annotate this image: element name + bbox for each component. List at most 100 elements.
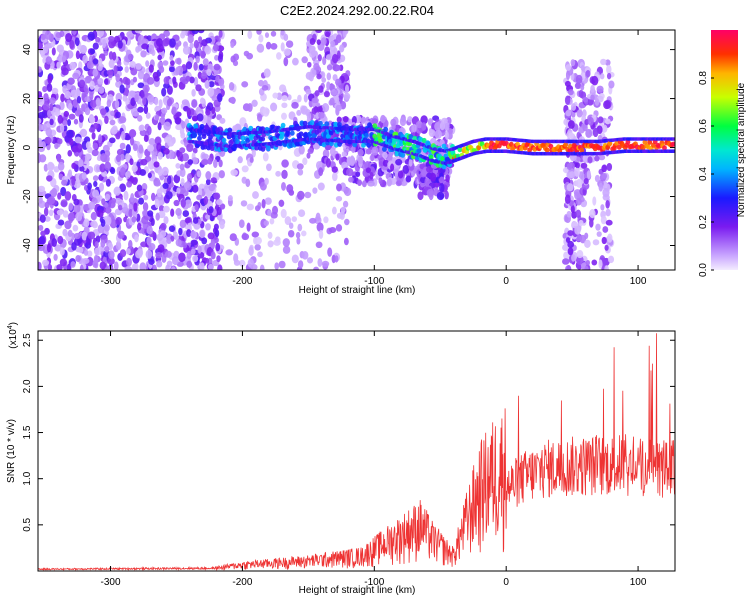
spectrogram-cell — [75, 211, 83, 222]
spectrogram-cell — [333, 47, 338, 55]
spectrogram-cell — [590, 84, 595, 93]
spectrogram-cell — [325, 158, 331, 168]
spectrogram-cell — [97, 86, 105, 94]
spectrogram-cell — [305, 71, 313, 80]
spectrogram-cell — [93, 180, 98, 187]
spectrogram-cell — [426, 188, 434, 198]
spectrogram-cell — [145, 60, 150, 67]
spectrogram-cell — [331, 206, 337, 215]
spectrogram-cell — [57, 219, 65, 226]
spectrogram-cell — [79, 128, 88, 138]
spectrogram-cell — [57, 114, 64, 124]
snr-y-tick-label: 1.0 — [22, 471, 33, 485]
spectrogram-cell — [163, 82, 170, 89]
spectrogram-cell — [248, 246, 254, 256]
spectrogram-cell — [395, 180, 402, 187]
snr-multiplier-base: (x10 — [8, 329, 19, 349]
spectrogram-cell — [81, 231, 88, 241]
spectrogram-cell — [605, 208, 611, 217]
spectrogram-cell — [602, 226, 609, 233]
spectrogram-cell — [115, 80, 122, 88]
spectrogram-cell — [181, 153, 190, 162]
spectrogram-cell — [67, 169, 73, 178]
spectrogram-cell — [326, 81, 331, 91]
spectrogram-cell — [179, 163, 185, 171]
spectrogram-cell — [251, 148, 256, 158]
spectrogram-cell — [180, 178, 185, 187]
spectrogram-cell — [75, 255, 81, 262]
spectrogram-cell — [647, 139, 653, 145]
spectrogram-cell — [206, 116, 212, 126]
spectrogram-cell — [330, 40, 336, 48]
spectrogram-cell — [332, 53, 339, 64]
spectrogram-cell — [671, 141, 675, 147]
spectrogram-cell — [252, 191, 259, 199]
colorbar-tick-label: 0.6 — [698, 119, 709, 133]
spectrogram-cell — [318, 120, 323, 126]
spectrogram-cell — [318, 85, 324, 93]
spectrogram-cell — [301, 230, 307, 237]
spectrogram-cell — [325, 133, 331, 139]
spectrogram-cell — [115, 154, 122, 163]
spectrogram-cell — [405, 175, 412, 183]
spectrogram-cell — [125, 170, 131, 178]
spectrogram-cell — [329, 97, 335, 106]
spectrogram-y-tick-label: 40 — [22, 44, 33, 56]
spectrogram-cell — [119, 142, 126, 150]
spectrogram-cell — [429, 172, 437, 182]
spectrogram-cell — [264, 177, 269, 186]
spectrogram-cell — [161, 87, 167, 97]
spectrogram-cell — [548, 143, 554, 149]
spectrogram-cell — [259, 264, 265, 270]
spectrogram-cell — [138, 144, 144, 154]
spectrogram-cell — [316, 222, 324, 232]
spectrogram-cell — [297, 223, 303, 232]
spectrogram-cell — [38, 96, 45, 106]
spectrogram-cell — [73, 232, 81, 240]
spectrogram-cell — [129, 60, 136, 68]
spectrogram-cell — [49, 118, 54, 126]
spectrogram-cell — [125, 144, 131, 154]
spectrogram-cell — [575, 209, 582, 218]
spectrogram-cell — [70, 89, 78, 98]
spectrogram-cell — [217, 264, 223, 270]
spectrogram-cell — [544, 147, 550, 153]
colorbar-tick-label: 0.8 — [698, 71, 709, 85]
spectrogram-cell — [193, 76, 199, 87]
spectrogram-cell — [92, 175, 99, 182]
spectrogram-cell — [298, 145, 305, 155]
spectrogram-cell — [280, 208, 287, 219]
spectrogram-cell — [241, 165, 249, 173]
spectrogram-cell — [402, 164, 410, 174]
spectrogram-cell — [128, 129, 137, 138]
spectrogram-cell — [164, 250, 172, 258]
snr-x-label: Height of straight line (km) — [299, 585, 416, 596]
spectrogram-cell — [124, 66, 129, 73]
spectrogram-cell — [357, 148, 364, 157]
spectrogram-cell — [187, 34, 194, 44]
spectrogram-cell — [56, 209, 64, 216]
spectrogram-cell — [59, 247, 65, 256]
spectrogram-cell — [83, 218, 90, 228]
spectrogram-cell — [50, 187, 58, 198]
spectrogram-cell — [46, 161, 55, 172]
spectrogram-cell — [270, 43, 278, 50]
spectrogram-cell — [184, 181, 192, 191]
spectrogram-cell — [343, 92, 351, 101]
spectrogram-cell — [72, 224, 79, 232]
spectrogram-cell — [145, 249, 153, 259]
spectrogram-cell — [108, 51, 114, 60]
spectrogram-cell — [82, 54, 88, 64]
spectrogram-cell — [53, 253, 58, 261]
spectrogram-cell — [441, 117, 448, 124]
spectrogram-cell — [150, 217, 155, 227]
spectrogram-cell — [179, 147, 186, 154]
colorbar-tick-label: 0.2 — [698, 215, 709, 229]
spectrogram-cell — [366, 142, 372, 148]
spectrogram-cell — [575, 178, 584, 188]
spectrogram-cell — [278, 199, 285, 207]
spectrogram-cell — [78, 158, 84, 168]
spectrogram-cell — [590, 94, 595, 101]
spectrogram-cell — [87, 231, 96, 240]
snr-x-tick-label: -300 — [101, 577, 121, 588]
